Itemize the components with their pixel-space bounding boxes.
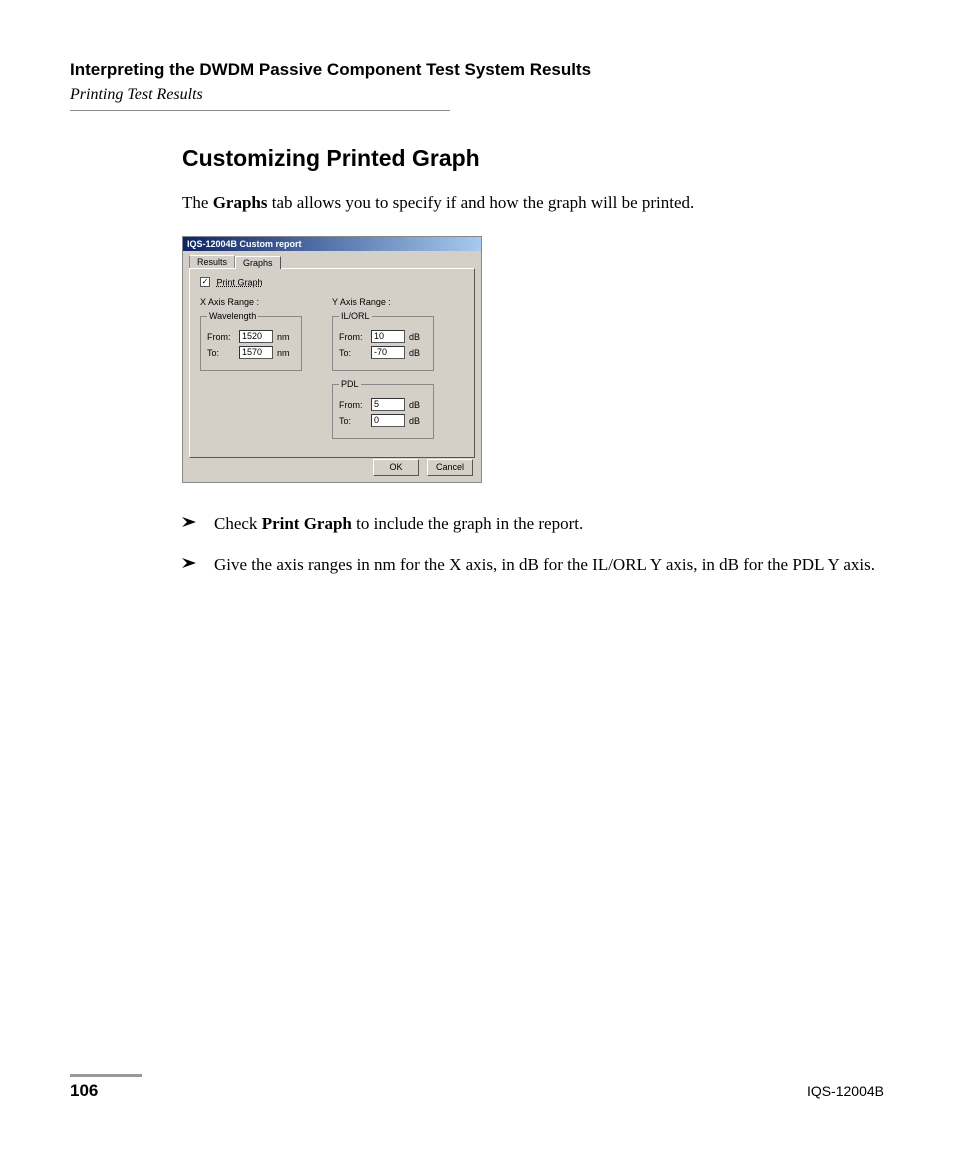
wavelength-to-label: To: <box>207 348 235 358</box>
pdl-from-label: From: <box>339 400 367 410</box>
list-item: Check Print Graph to include the graph i… <box>182 511 884 537</box>
ilorl-to-unit: dB <box>409 348 427 358</box>
y-axis-label: Y Axis Range : <box>332 297 434 307</box>
dialog-window: IQS-12004B Custom report ResultsGraphs ✓… <box>182 236 482 483</box>
ilorl-group: IL/ORL From: 10 dB To: -70 dB <box>332 311 434 371</box>
page-number: 106 <box>70 1081 98 1101</box>
bullet1-post: to include the graph in the report. <box>352 514 583 533</box>
wavelength-to-unit: nm <box>277 348 295 358</box>
bullet-text: Check Print Graph to include the graph i… <box>214 511 583 537</box>
wavelength-to-input[interactable]: 1570 <box>239 346 273 359</box>
dialog-titlebar: IQS-12004B Custom report <box>183 237 481 251</box>
ilorl-from-unit: dB <box>409 332 427 342</box>
bullet1-bold: Print Graph <box>262 514 352 533</box>
pdl-group: PDL From: 5 dB To: 0 dB <box>332 379 434 439</box>
page-footer: 106 IQS-12004B <box>70 1074 884 1101</box>
ilorl-legend: IL/ORL <box>339 311 372 321</box>
print-graph-label: Print Graph <box>217 277 263 287</box>
chapter-title: Interpreting the DWDM Passive Component … <box>70 60 884 80</box>
ilorl-from-input[interactable]: 10 <box>371 330 405 343</box>
pdl-to-unit: dB <box>409 416 427 426</box>
ilorl-from-label: From: <box>339 332 367 342</box>
section-heading: Customizing Printed Graph <box>182 145 884 172</box>
wavelength-legend: Wavelength <box>207 311 258 321</box>
tab-graphs[interactable]: Graphs <box>235 256 281 269</box>
pdl-from-unit: dB <box>409 400 427 410</box>
header-rule <box>70 110 450 111</box>
intro-text-pre: The <box>182 193 213 212</box>
cancel-button[interactable]: Cancel <box>427 459 473 476</box>
x-axis-label: X Axis Range : <box>200 297 302 307</box>
pdl-to-label: To: <box>339 416 367 426</box>
bullet-text: Give the axis ranges in nm for the X axi… <box>214 552 875 578</box>
bullet-list: Check Print Graph to include the graph i… <box>182 511 884 578</box>
footer-rule <box>70 1074 142 1077</box>
pdl-to-input[interactable]: 0 <box>371 414 405 427</box>
wavelength-group: Wavelength From: 1520 nm To: 1570 nm <box>200 311 302 371</box>
ilorl-to-input[interactable]: -70 <box>371 346 405 359</box>
document-id: IQS-12004B <box>807 1083 884 1099</box>
bullet1-pre: Check <box>214 514 262 533</box>
intro-paragraph: The Graphs tab allows you to specify if … <box>182 190 884 216</box>
tab-strip: ResultsGraphs <box>183 251 481 268</box>
pdl-legend: PDL <box>339 379 361 389</box>
arrow-icon <box>182 556 202 570</box>
arrow-icon <box>182 515 202 529</box>
intro-text-post: tab allows you to specify if and how the… <box>267 193 694 212</box>
ilorl-to-label: To: <box>339 348 367 358</box>
pdl-from-input[interactable]: 5 <box>371 398 405 411</box>
tab-panel: ✓ Print Graph X Axis Range : Wavelength … <box>189 268 475 458</box>
wavelength-from-label: From: <box>207 332 235 342</box>
print-graph-checkbox[interactable]: ✓ <box>200 277 210 287</box>
section-subtitle: Printing Test Results <box>70 86 884 104</box>
list-item: Give the axis ranges in nm for the X axi… <box>182 552 884 578</box>
intro-text-bold: Graphs <box>213 193 268 212</box>
ok-button[interactable]: OK <box>373 459 419 476</box>
wavelength-from-unit: nm <box>277 332 295 342</box>
wavelength-from-input[interactable]: 1520 <box>239 330 273 343</box>
tab-results[interactable]: Results <box>189 255 235 268</box>
